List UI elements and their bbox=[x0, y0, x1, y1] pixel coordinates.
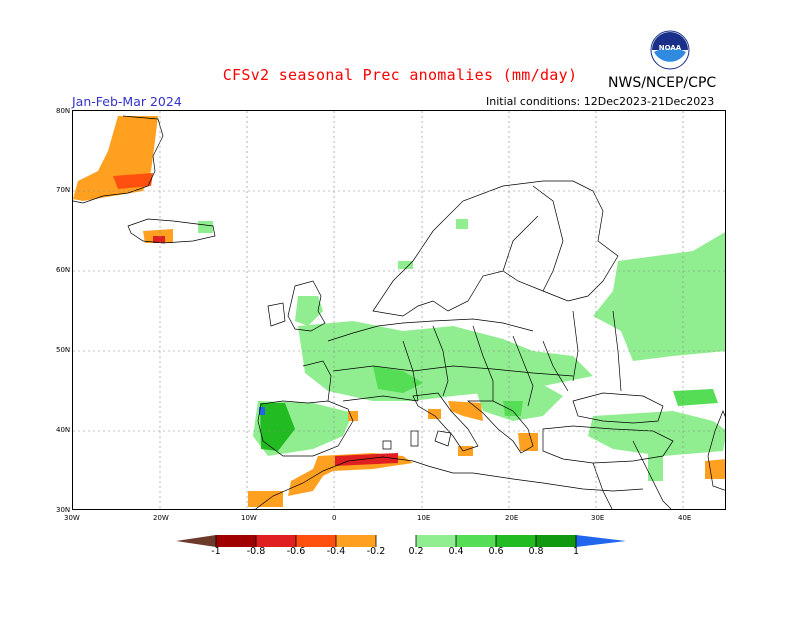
lat-label-80n: 80N bbox=[56, 107, 71, 115]
legend-label-n02: -0.2 bbox=[366, 546, 386, 557]
lon-label-10e: 10E bbox=[417, 514, 431, 522]
negative-anomaly-areas bbox=[73, 116, 725, 507]
legend-label-n08: -0.8 bbox=[246, 546, 266, 557]
lon-label-20e: 20E bbox=[505, 514, 519, 522]
legend-swatch-02-04 bbox=[416, 535, 456, 547]
logo-text: NOAA bbox=[659, 44, 682, 52]
lon-label-10w: 10W bbox=[241, 514, 257, 522]
lat-label-30n: 30N bbox=[56, 506, 71, 514]
legend-label-n06: -0.6 bbox=[286, 546, 306, 557]
color-legend bbox=[176, 535, 626, 547]
lat-label-50n: 50N bbox=[56, 346, 71, 354]
initial-conditions: Initial conditions: 12Dec2023-21Dec2023 bbox=[486, 95, 715, 108]
lat-label-70n: 70N bbox=[56, 186, 71, 194]
portugal-positive-extreme bbox=[259, 407, 265, 415]
lon-label-30w: 30W bbox=[64, 514, 80, 522]
forecast-period: Jan-Feb-Mar 2024 bbox=[72, 94, 182, 109]
lon-label-40e: 40E bbox=[678, 514, 692, 522]
legend-swatch-08-1 bbox=[536, 535, 576, 547]
legend-label-n04: -0.4 bbox=[326, 546, 346, 557]
legend-label-n1: -1 bbox=[211, 546, 221, 557]
legend-swatch-06-08 bbox=[496, 535, 536, 547]
legend-label-02: 0.2 bbox=[408, 546, 424, 557]
legend-swatch-04-06 bbox=[456, 535, 496, 547]
lon-label-20w: 20W bbox=[153, 514, 169, 522]
chart-title: CFSv2 seasonal Prec anomalies (mm/day) bbox=[222, 66, 578, 84]
legend-swatch-above-max bbox=[576, 535, 626, 547]
map-canvas bbox=[73, 111, 725, 509]
positive-anomaly-areas bbox=[198, 219, 725, 481]
legend-label-1: 1 bbox=[572, 546, 580, 557]
agency-label: NWS/NCEP/CPC bbox=[608, 75, 717, 91]
legend-swatch-n08-n06 bbox=[256, 535, 296, 547]
legend-swatch-neutral bbox=[376, 535, 416, 547]
noaa-logo: NOAA bbox=[650, 30, 690, 70]
lon-label-30e: 30E bbox=[591, 514, 605, 522]
legend-swatch-n1-n08 bbox=[216, 535, 256, 547]
lat-label-40n: 40N bbox=[56, 426, 71, 434]
anomaly-map bbox=[72, 110, 726, 510]
lat-lon-grid bbox=[73, 111, 725, 509]
legend-label-04: 0.4 bbox=[448, 546, 464, 557]
legend-swatch-n04-n02 bbox=[336, 535, 376, 547]
lon-label-0: 0 bbox=[332, 514, 337, 522]
lat-label-60n: 60N bbox=[56, 266, 71, 274]
legend-label-06: 0.6 bbox=[488, 546, 504, 557]
legend-swatch-below-min bbox=[176, 535, 216, 547]
legend-label-08: 0.8 bbox=[528, 546, 544, 557]
legend-swatch-n06-n04 bbox=[296, 535, 336, 547]
